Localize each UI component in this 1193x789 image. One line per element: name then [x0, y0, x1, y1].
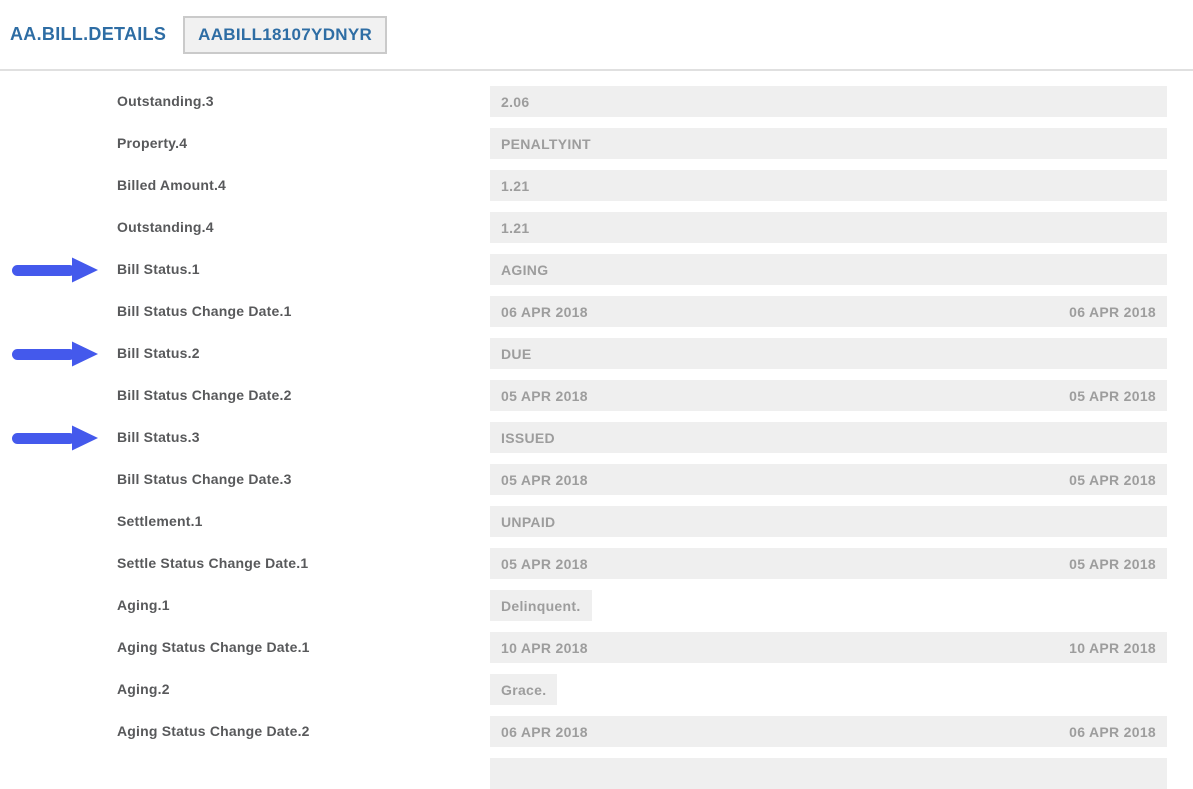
field-value: AGING	[490, 254, 1167, 285]
field-value: 2.06	[490, 86, 1167, 117]
field-value-text: AGING	[501, 261, 549, 278]
field-value-text: Grace.	[501, 681, 547, 698]
page-header: AA.BILL.DETAILS AABILL18107YDNYR	[0, 0, 1193, 69]
field-row: Aging Status Change Date.1 10 APR 2018 1…	[0, 632, 1193, 663]
field-value: 05 APR 2018 05 APR 2018	[490, 380, 1167, 411]
field-label: Aging.1	[117, 597, 170, 613]
annotation-arrow-icon	[11, 257, 99, 283]
field-value-text: Delinquent.	[501, 597, 581, 614]
field-value: 05 APR 2018 05 APR 2018	[490, 464, 1167, 495]
field-label: Settle Status Change Date.1	[117, 555, 309, 571]
field-row: Bill Status.1 AGING	[0, 254, 1193, 285]
field-value: 10 APR 2018 10 APR 2018	[490, 632, 1167, 663]
field-value-text: 05 APR 2018	[501, 555, 588, 572]
field-value: 1.21	[490, 170, 1167, 201]
page-title: AA.BILL.DETAILS	[10, 24, 167, 44]
fields-list: Outstanding.3 2.06 Property.4 PENALTYINT…	[0, 71, 1193, 789]
field-value-text: 05 APR 2018	[501, 471, 588, 488]
field-value: DUE	[490, 338, 1167, 369]
field-value-right-text: 06 APR 2018	[1069, 303, 1156, 320]
field-label: Bill Status.3	[117, 429, 200, 445]
field-label: Aging.2	[117, 681, 170, 697]
field-label: Billed Amount.4	[117, 177, 227, 193]
field-label: Aging Status Change Date.1	[117, 639, 310, 655]
field-value: 06 APR 2018 06 APR 2018	[490, 716, 1167, 747]
field-value-text: 06 APR 2018	[501, 723, 588, 740]
field-row: Bill Status Change Date.1 06 APR 2018 06…	[0, 296, 1193, 327]
field-label: Bill Status Change Date.1	[117, 303, 292, 319]
annotation-arrow-icon	[11, 425, 99, 451]
field-value: ISSUED	[490, 422, 1167, 453]
field-row: Property.4 PENALTYINT	[0, 128, 1193, 159]
field-row: Bill Status.2 DUE	[0, 338, 1193, 369]
field-row: Outstanding.3 2.06	[0, 86, 1193, 117]
field-row: Billed Amount.4 1.21	[0, 170, 1193, 201]
field-row: Aging.2 Grace.	[0, 674, 1193, 705]
field-value: 05 APR 2018 05 APR 2018	[490, 548, 1167, 579]
field-value-text: 06 APR 2018	[501, 303, 588, 320]
field-value-right-text: 06 APR 2018	[1069, 723, 1156, 740]
field-value-right-text: 05 APR 2018	[1069, 471, 1156, 488]
field-row: Aging Status Change Date.2 06 APR 2018 0…	[0, 716, 1193, 747]
header-divider	[0, 69, 1193, 71]
field-label: Aging Status Change Date.2	[117, 723, 310, 739]
field-row: Bill Status Change Date.3 05 APR 2018 05…	[0, 464, 1193, 495]
field-value-right-text: 05 APR 2018	[1069, 555, 1156, 572]
field-row: Aging.1 Delinquent.	[0, 590, 1193, 621]
field-value-text: 10 APR 2018	[501, 639, 588, 656]
annotation-arrow-icon	[11, 341, 99, 367]
field-value: PENALTYINT	[490, 128, 1167, 159]
field-value-text: PENALTYINT	[501, 135, 591, 152]
field-label: Bill Status Change Date.3	[117, 471, 292, 487]
field-value-text: 05 APR 2018	[501, 387, 588, 404]
field-label: Outstanding.4	[117, 219, 214, 235]
field-value-text: 1.21	[501, 177, 530, 194]
field-value	[490, 758, 1167, 789]
field-value-right-text: 05 APR 2018	[1069, 387, 1156, 404]
field-value: Grace.	[490, 674, 558, 705]
field-value-text: ISSUED	[501, 429, 555, 446]
field-label: Settlement.1	[117, 513, 203, 529]
field-label: Bill Status Change Date.2	[117, 387, 292, 403]
field-row: Bill Status Change Date.2 05 APR 2018 05…	[0, 380, 1193, 411]
partial-field-row	[0, 758, 1193, 789]
field-row: Bill Status.3 ISSUED	[0, 422, 1193, 453]
field-label: Bill Status.1	[117, 261, 200, 277]
field-value-text: UNPAID	[501, 513, 556, 530]
field-value-text: 2.06	[501, 93, 530, 110]
field-value: 1.21	[490, 212, 1167, 243]
field-value: UNPAID	[490, 506, 1167, 537]
field-label: Outstanding.3	[117, 93, 214, 109]
field-row: Settlement.1 UNPAID	[0, 506, 1193, 537]
field-value: 06 APR 2018 06 APR 2018	[490, 296, 1167, 327]
field-label: Bill Status.2	[117, 345, 200, 361]
field-value-text: 1.21	[501, 219, 530, 236]
field-value: Delinquent.	[490, 590, 592, 621]
field-row: Settle Status Change Date.1 05 APR 2018 …	[0, 548, 1193, 579]
record-id-badge: AABILL18107YDNYR	[183, 15, 388, 54]
field-value-right-text: 10 APR 2018	[1069, 639, 1156, 656]
field-row: Outstanding.4 1.21	[0, 212, 1193, 243]
field-value-text: DUE	[501, 345, 532, 362]
field-label: Property.4	[117, 135, 188, 151]
